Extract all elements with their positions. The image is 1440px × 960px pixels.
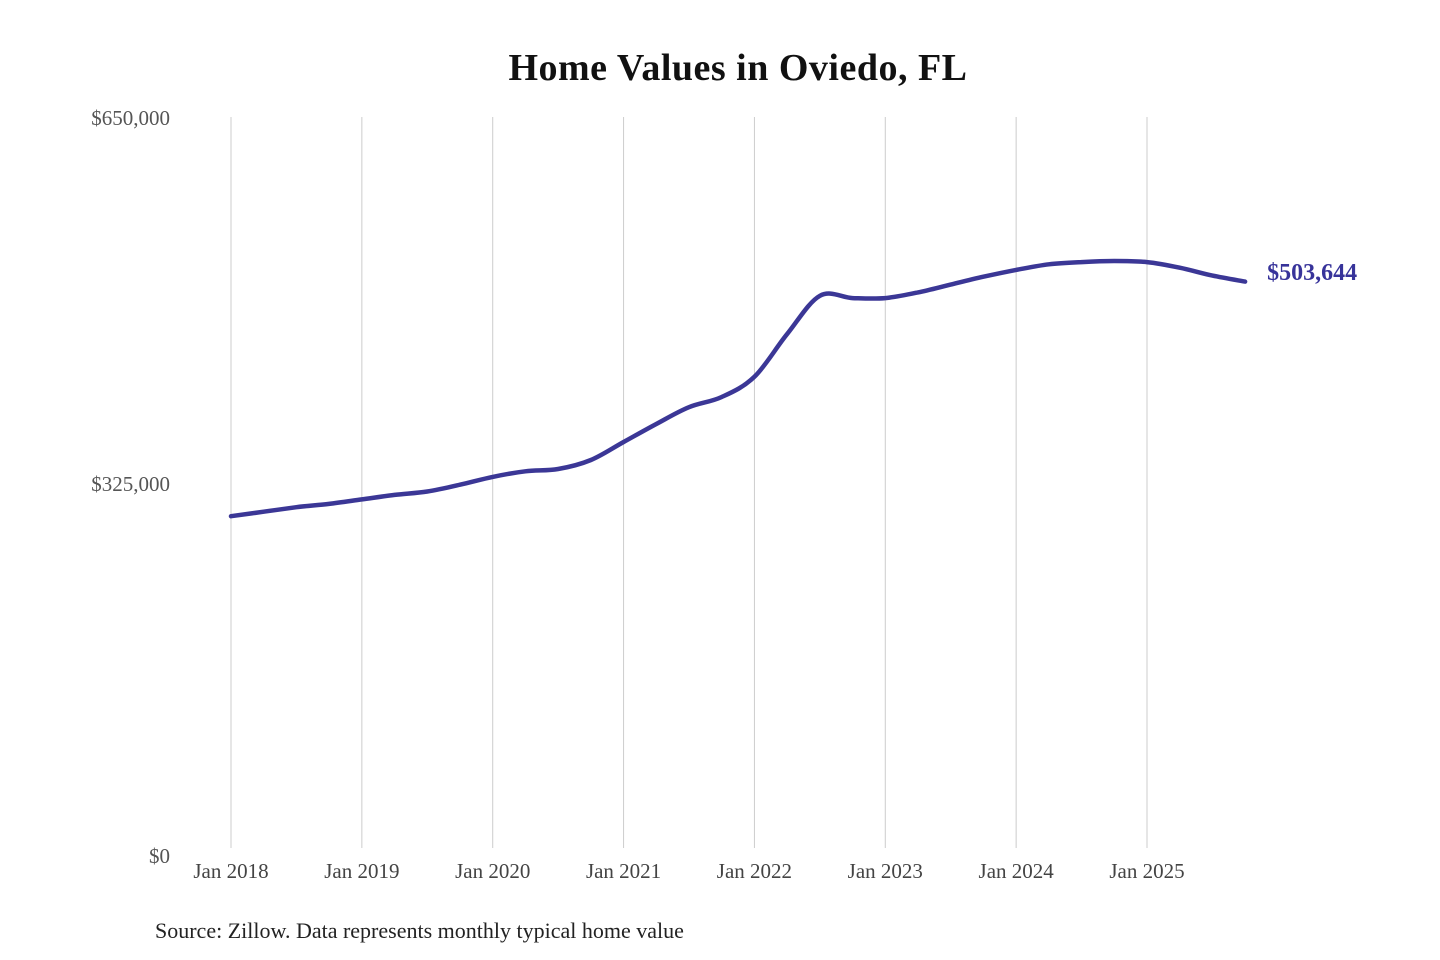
x-axis-label: Jan 2018 bbox=[193, 859, 269, 883]
chart-title: Home Values in Oviedo, FL bbox=[508, 47, 968, 89]
x-axis-label: Jan 2025 bbox=[1109, 859, 1185, 883]
x-axis-label: Jan 2019 bbox=[324, 859, 400, 883]
series-end-value-label: $503,644 bbox=[1267, 259, 1358, 286]
source-note: Source: Zillow. Data represents monthly … bbox=[155, 918, 684, 943]
y-axis-label: $0 bbox=[149, 844, 170, 868]
x-axis-label: Jan 2024 bbox=[978, 859, 1054, 883]
x-axis-label: Jan 2023 bbox=[847, 859, 923, 883]
x-axis-label: Jan 2022 bbox=[716, 859, 793, 883]
x-axis-label: Jan 2020 bbox=[455, 859, 531, 883]
x-axis-label: Jan 2021 bbox=[585, 859, 662, 883]
y-axis-label: $325,000 bbox=[91, 471, 170, 496]
home-value-line bbox=[228, 258, 1248, 519]
y-axis-label: $650,000 bbox=[91, 106, 170, 130]
